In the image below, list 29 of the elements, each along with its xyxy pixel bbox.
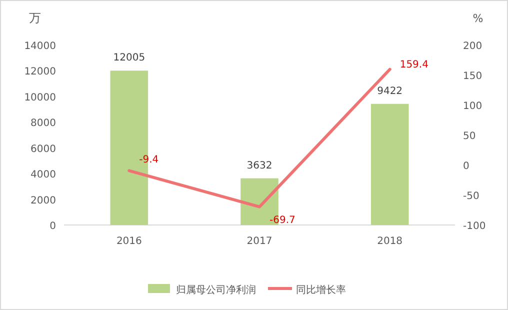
y-tick-label: 14000 [24,41,56,52]
y-tick-label: 12000 [24,66,56,78]
data-label: -9.4 [139,154,159,166]
data-label: 9422 [377,86,403,97]
bar [370,104,409,225]
y-tick-label: 2000 [30,195,56,206]
y2-axis-title: % [472,12,484,25]
legend-label: 归属母公司净利润 [176,284,256,296]
y-tick-label: 0 [50,221,56,232]
y2-tick-label: 50 [463,131,476,142]
x-tick-label: 2018 [377,236,403,247]
y-tick-label: 6000 [30,144,56,155]
data-label: 159.4 [400,59,428,70]
y2-tick-label: 100 [463,101,482,112]
y2-tick-label: 150 [463,71,482,82]
x-tick-label: 2016 [116,236,142,247]
data-label: 12005 [113,52,146,64]
y2-tick-label: -50 [463,191,480,202]
y-axis-title: 万 [29,11,41,25]
y-tick-label: 8000 [30,118,56,130]
legend-label: 同比增长率 [296,284,346,296]
y2-tick-label: 200 [463,41,482,52]
y2-tick-label: -100 [463,221,486,232]
y-tick-label: 10000 [24,92,56,104]
x-tick-label: 2017 [246,236,272,247]
data-label: 3632 [246,160,272,172]
data-label: -69.7 [270,214,296,226]
y2-tick-label: 0 [463,161,470,172]
y-tick-label: 4000 [30,170,56,181]
